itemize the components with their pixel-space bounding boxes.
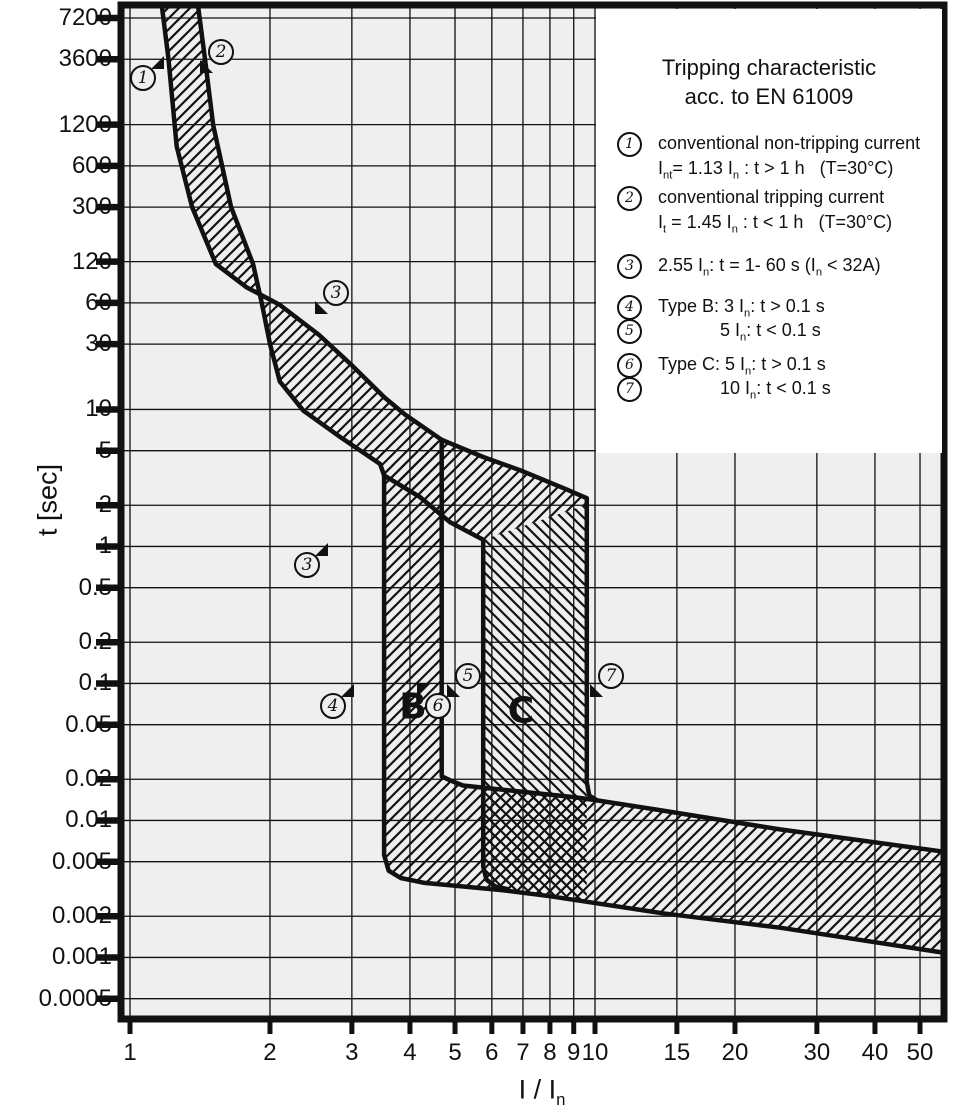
x-tick-label: 7 <box>516 1039 530 1066</box>
band-outlines <box>159 2 947 956</box>
y-tick-label: 0.5 <box>78 573 112 601</box>
mid-boundary-and-c-left-edge <box>381 473 511 892</box>
x-tick-label: 1 <box>123 1039 137 1066</box>
y-tick-label: 0.02 <box>65 765 112 793</box>
marker-circle: 2 <box>208 39 234 65</box>
curve-marker-3: 3 <box>294 543 328 578</box>
y-tick-label: 300 <box>71 193 112 221</box>
curve-marker-1: 1 <box>130 56 164 91</box>
x-tick-label: 8 <box>543 1039 557 1066</box>
x-tick-label: 10 <box>581 1039 609 1066</box>
y-tick-label: 3600 <box>58 45 112 73</box>
x-tick-label: 2 <box>263 1039 277 1066</box>
legend-item-number-icon: 6 <box>617 353 642 378</box>
y-tick-label: 1200 <box>58 110 112 138</box>
y-tick-label: 30 <box>85 330 112 358</box>
legend-item-text: Type B: 3 In: t > 0.1 s <box>658 296 825 320</box>
y-tick-label: 0.01 <box>65 806 112 834</box>
inner-boundary <box>195 2 947 956</box>
legend-box: Tripping characteristic acc. to EN 61009… <box>596 9 942 453</box>
x-tick-label: 5 <box>448 1039 462 1066</box>
y-axis-title: t [sec] <box>32 463 63 537</box>
y-tick-label: 120 <box>71 247 112 275</box>
y-tick-label: 0.001 <box>51 943 112 971</box>
y-tick-label: 2 <box>98 491 112 519</box>
x-tick-label: 6 <box>485 1039 499 1066</box>
legend-title-line1: Tripping characteristic <box>661 55 877 80</box>
tick-marks <box>96 14 923 1034</box>
legend-item-number-icon: 2 <box>617 186 642 211</box>
y-tick-label: 0.1 <box>78 669 112 697</box>
y-tick-label: 1 <box>98 532 112 560</box>
y-tick-label: 60 <box>85 288 112 316</box>
marker-circle: 7 <box>598 663 624 689</box>
x-tick-label: 30 <box>803 1039 831 1066</box>
y-tick-label: 0.0005 <box>38 984 112 1012</box>
marker-circle: 1 <box>130 65 156 91</box>
legend-item-text: conventional non-tripping current Int= 1.… <box>658 133 921 182</box>
legend-item-text: 2.55 In: t = 1- 60 s (In < 32A) <box>658 255 881 279</box>
marker-circle: 5 <box>455 663 481 689</box>
b-right-edge <box>439 437 600 803</box>
legend-item-text: conventional tripping current It = 1.45 I… <box>658 187 893 236</box>
curve-marker-7: 7 <box>590 663 624 697</box>
marker-circle: 6 <box>425 693 451 719</box>
legend-title: Tripping characteristic acc. to EN 61009 <box>596 53 942 111</box>
band-letter-C: C <box>507 690 535 732</box>
x-tick-label: 4 <box>403 1039 417 1066</box>
curve-marker-6: 6 <box>417 684 451 719</box>
curve-marker-5: 5 <box>447 663 481 697</box>
x-tick-label: 15 <box>663 1039 691 1066</box>
marker-circle: 3 <box>294 552 320 578</box>
y-tick-label: 5 <box>98 436 112 464</box>
x-tick-label: 20 <box>721 1039 749 1066</box>
y-tick-label: 0.002 <box>51 902 112 930</box>
y-tick-label: 600 <box>71 151 112 179</box>
legend-item-number-icon: 7 <box>617 377 642 402</box>
c-band <box>483 504 587 902</box>
legend-title-line2: acc. to EN 61009 <box>684 84 854 109</box>
y-tick-label: 0.2 <box>78 628 112 656</box>
y-tick-label: 0.05 <box>65 710 112 738</box>
y-tick-label: 10 <box>85 395 112 423</box>
y-tick-label: 0.005 <box>51 847 112 875</box>
legend-item-number-icon: 5 <box>617 319 642 344</box>
marker-circle: 4 <box>320 693 346 719</box>
band-letter-B: B <box>399 686 427 728</box>
legend-item-text: 5 In: t < 0.1 s <box>720 320 821 344</box>
legend-item-number-icon: 1 <box>617 132 642 157</box>
y-tick-label: 7200 <box>58 4 112 31</box>
x-axis-title: I / In <box>518 1074 566 1109</box>
legend-item-number-icon: 4 <box>617 295 642 320</box>
x-tick-label: 9 <box>567 1039 581 1066</box>
curve-marker-4: 4 <box>320 684 354 719</box>
legend-item-text: 10 In: t < 0.1 s <box>720 378 831 402</box>
curve-marker-3: 3 <box>315 280 349 314</box>
x-tick-label: 3 <box>345 1039 359 1066</box>
legend-item-number-icon: 3 <box>617 254 642 279</box>
curve-marker-2: 2 <box>200 39 234 73</box>
legend-item-text: Type C: 5 In: t > 0.1 s <box>658 354 826 378</box>
plot-border <box>117 1 948 1023</box>
x-tick-label: 50 <box>906 1039 934 1066</box>
marker-circle: 3 <box>323 280 349 306</box>
x-tick-label: 40 <box>861 1039 889 1066</box>
